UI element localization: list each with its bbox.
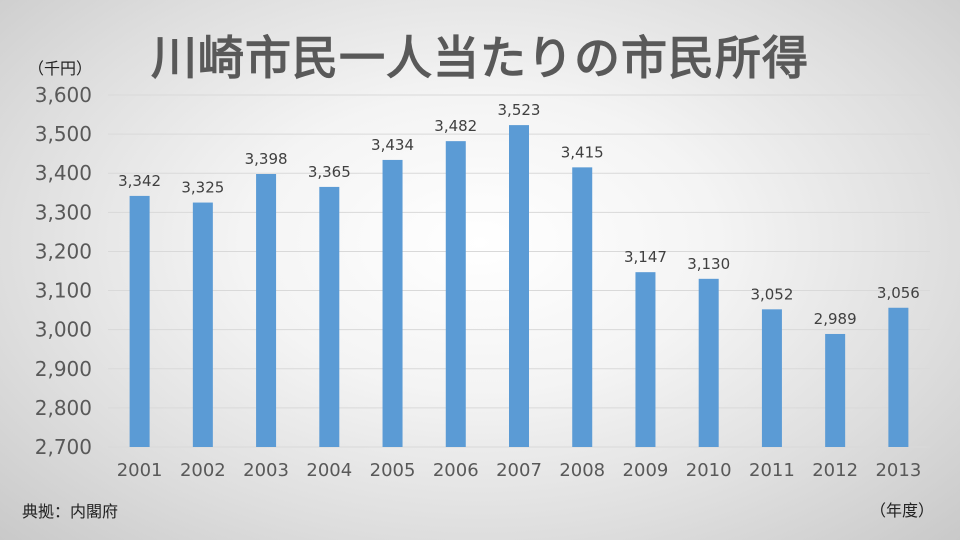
y-tick-label: 3,000 xyxy=(35,318,92,342)
x-tick-label-2011: 2011 xyxy=(749,460,795,481)
bar-2001 xyxy=(129,195,150,447)
data-label-2009: 3,147 xyxy=(624,248,667,266)
data-label-2004: 3,365 xyxy=(308,163,351,181)
y-tick-label: 2,700 xyxy=(35,435,92,459)
y-tick-label: 3,600 xyxy=(35,83,92,107)
bar-2002 xyxy=(192,202,213,447)
data-label-2006: 3,482 xyxy=(434,117,477,135)
y-axis-unit-label: （千円） xyxy=(28,59,93,78)
x-tick-label-2013: 2013 xyxy=(875,460,921,481)
data-label-2008: 3,415 xyxy=(561,143,604,161)
x-tick-label-2003: 2003 xyxy=(243,460,289,481)
x-tick-label-2004: 2004 xyxy=(306,460,352,481)
x-tick-label-2008: 2008 xyxy=(559,460,605,481)
bar-2009 xyxy=(635,272,656,447)
x-tick-label-2005: 2005 xyxy=(370,460,416,481)
data-label-2005: 3,434 xyxy=(371,136,414,154)
y-tick-label: 3,400 xyxy=(35,161,92,185)
bar-2012 xyxy=(825,333,846,447)
bar-2011 xyxy=(761,309,782,447)
data-label-2013: 3,056 xyxy=(877,284,920,302)
bar-2003 xyxy=(256,174,277,447)
x-tick-label-2010: 2010 xyxy=(686,460,732,481)
data-label-2007: 3,523 xyxy=(498,101,541,119)
y-tick-label: 3,500 xyxy=(35,122,92,146)
x-tick-label-2009: 2009 xyxy=(623,460,669,481)
y-tick-label: 2,900 xyxy=(35,357,92,381)
data-label-2011: 3,052 xyxy=(750,285,793,303)
data-label-2003: 3,398 xyxy=(245,150,288,168)
x-tick-label-2006: 2006 xyxy=(433,460,479,481)
y-tick-label: 2,800 xyxy=(35,396,92,420)
x-tick-label-2012: 2012 xyxy=(812,460,858,481)
y-tick-label: 3,200 xyxy=(35,239,92,263)
source-label: 典拠：内閣府 xyxy=(22,502,119,521)
data-label-2001: 3,342 xyxy=(118,172,161,190)
bar-2005 xyxy=(382,159,403,447)
bar-2013 xyxy=(888,307,909,447)
chart-title: 川崎市民一人当たりの市民所得 xyxy=(151,31,809,85)
bar-2006 xyxy=(445,141,466,447)
y-tick-label: 3,300 xyxy=(35,200,92,224)
x-tick-label-2001: 2001 xyxy=(117,460,163,481)
data-label-2010: 3,130 xyxy=(687,255,730,273)
bar-2004 xyxy=(319,186,340,447)
bar-2008 xyxy=(572,167,593,447)
bar-2010 xyxy=(698,278,719,447)
y-tick-label: 3,100 xyxy=(35,279,92,303)
x-tick-label-2007: 2007 xyxy=(496,460,542,481)
data-label-2012: 2,989 xyxy=(814,310,857,328)
bar-2007 xyxy=(509,125,529,448)
x-tick-label-2002: 2002 xyxy=(180,460,226,481)
x-axis-unit-label: （年度） xyxy=(869,501,934,520)
data-label-2002: 3,325 xyxy=(181,179,224,197)
